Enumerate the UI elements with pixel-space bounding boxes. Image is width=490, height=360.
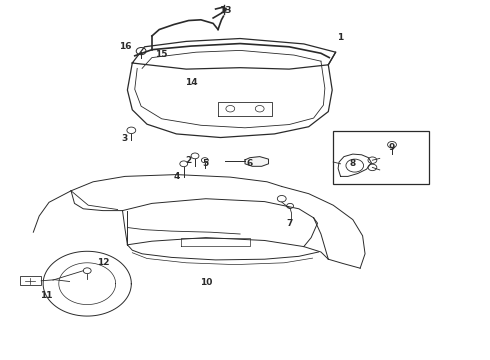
Text: 5: 5 — [203, 159, 209, 168]
Text: 8: 8 — [350, 159, 356, 168]
Text: 9: 9 — [389, 143, 395, 152]
Text: 2: 2 — [186, 156, 192, 165]
Text: 6: 6 — [247, 159, 253, 168]
Text: 7: 7 — [286, 219, 293, 228]
Text: 13: 13 — [219, 6, 232, 15]
Polygon shape — [245, 157, 269, 166]
Text: 14: 14 — [185, 78, 197, 87]
Text: 11: 11 — [40, 291, 53, 300]
Text: 3: 3 — [122, 134, 128, 143]
Text: 15: 15 — [155, 50, 168, 59]
Text: 16: 16 — [119, 42, 131, 51]
Text: 4: 4 — [173, 172, 180, 181]
Bar — [20, 276, 41, 285]
Text: 12: 12 — [97, 258, 109, 267]
Text: 10: 10 — [199, 278, 212, 287]
Bar — [333, 131, 429, 184]
Text: 1: 1 — [338, 33, 343, 42]
